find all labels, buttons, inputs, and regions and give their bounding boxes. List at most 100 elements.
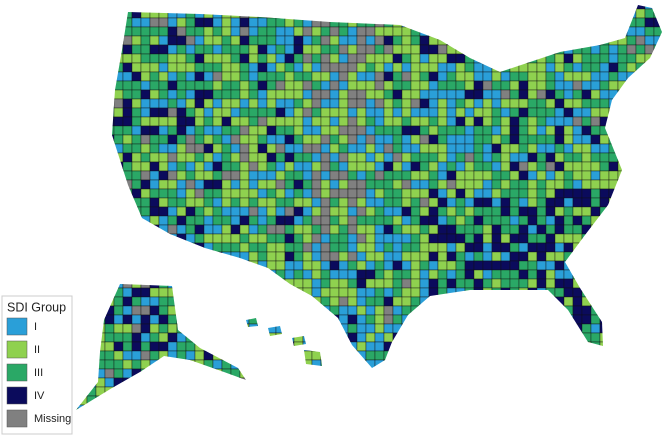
- county: [635, 296, 646, 307]
- county: [509, 224, 520, 235]
- county: [185, 377, 196, 388]
- county: [617, 80, 628, 91]
- county: [113, 404, 124, 410]
- county: [590, 206, 601, 217]
- county: [572, 260, 583, 271]
- county: [401, 5, 412, 10]
- county: [76, 143, 79, 154]
- county: [275, 260, 286, 271]
- county: [653, 143, 662, 154]
- county: [473, 206, 484, 217]
- county: [113, 269, 124, 280]
- county: [383, 26, 394, 37]
- county: [95, 161, 106, 172]
- county: [158, 332, 169, 343]
- county: [356, 134, 367, 145]
- county: [383, 8, 394, 19]
- county: [635, 44, 646, 55]
- county: [221, 8, 232, 19]
- county: [330, 423, 339, 432]
- county: [131, 350, 142, 361]
- county: [95, 53, 106, 64]
- county: [653, 305, 662, 316]
- county: [365, 107, 376, 118]
- county: [239, 26, 250, 37]
- county: [176, 206, 187, 217]
- county: [509, 296, 520, 307]
- county: [311, 341, 322, 352]
- county: [590, 251, 601, 262]
- county: [428, 98, 439, 109]
- county: [536, 377, 547, 388]
- county: [653, 395, 662, 406]
- county: [536, 233, 547, 244]
- county: [339, 423, 348, 432]
- county: [194, 350, 205, 361]
- county: [554, 188, 565, 199]
- county: [140, 134, 151, 145]
- county: [338, 206, 349, 217]
- county: [284, 206, 295, 217]
- county: [635, 188, 646, 199]
- county: [132, 423, 141, 432]
- county: [401, 368, 412, 379]
- county: [330, 414, 339, 423]
- county: [600, 414, 609, 423]
- county: [77, 314, 88, 325]
- county: [383, 80, 394, 91]
- county: [644, 233, 655, 244]
- county: [167, 152, 178, 163]
- county: [626, 269, 637, 280]
- county: [365, 350, 376, 361]
- county: [104, 152, 115, 163]
- county: [302, 44, 313, 55]
- county: [374, 332, 385, 343]
- county: [527, 305, 538, 316]
- county: [491, 377, 502, 388]
- county: [159, 414, 168, 423]
- county: [401, 395, 412, 406]
- county: [311, 359, 322, 370]
- county: [311, 224, 322, 235]
- county: [626, 80, 637, 91]
- county: [428, 44, 439, 55]
- county: [365, 215, 376, 226]
- county: [284, 269, 295, 280]
- county: [482, 395, 493, 406]
- county: [392, 188, 403, 199]
- county: [464, 107, 475, 118]
- county: [437, 179, 448, 190]
- county: [374, 368, 385, 379]
- county: [554, 233, 565, 244]
- county: [167, 287, 178, 298]
- county: [266, 5, 277, 10]
- county: [473, 377, 484, 388]
- county: [203, 305, 214, 316]
- county: [123, 414, 132, 423]
- county: [608, 179, 619, 190]
- county: [563, 323, 574, 334]
- county: [104, 395, 115, 406]
- county: [113, 287, 124, 298]
- county: [194, 17, 205, 28]
- county: [60, 90, 69, 99]
- county: [266, 377, 277, 388]
- county: [257, 80, 268, 91]
- county: [221, 26, 232, 37]
- county: [617, 44, 628, 55]
- county: [572, 17, 583, 28]
- county: [285, 423, 294, 432]
- county: [464, 332, 475, 343]
- county: [149, 8, 160, 19]
- county: [60, 54, 69, 63]
- county: [437, 359, 448, 370]
- county: [509, 350, 520, 361]
- county: [374, 233, 385, 244]
- county: [626, 305, 637, 316]
- county: [77, 179, 88, 190]
- county: [599, 305, 610, 316]
- county: [563, 62, 574, 73]
- county: [149, 80, 160, 91]
- county: [239, 98, 250, 109]
- county: [338, 125, 349, 136]
